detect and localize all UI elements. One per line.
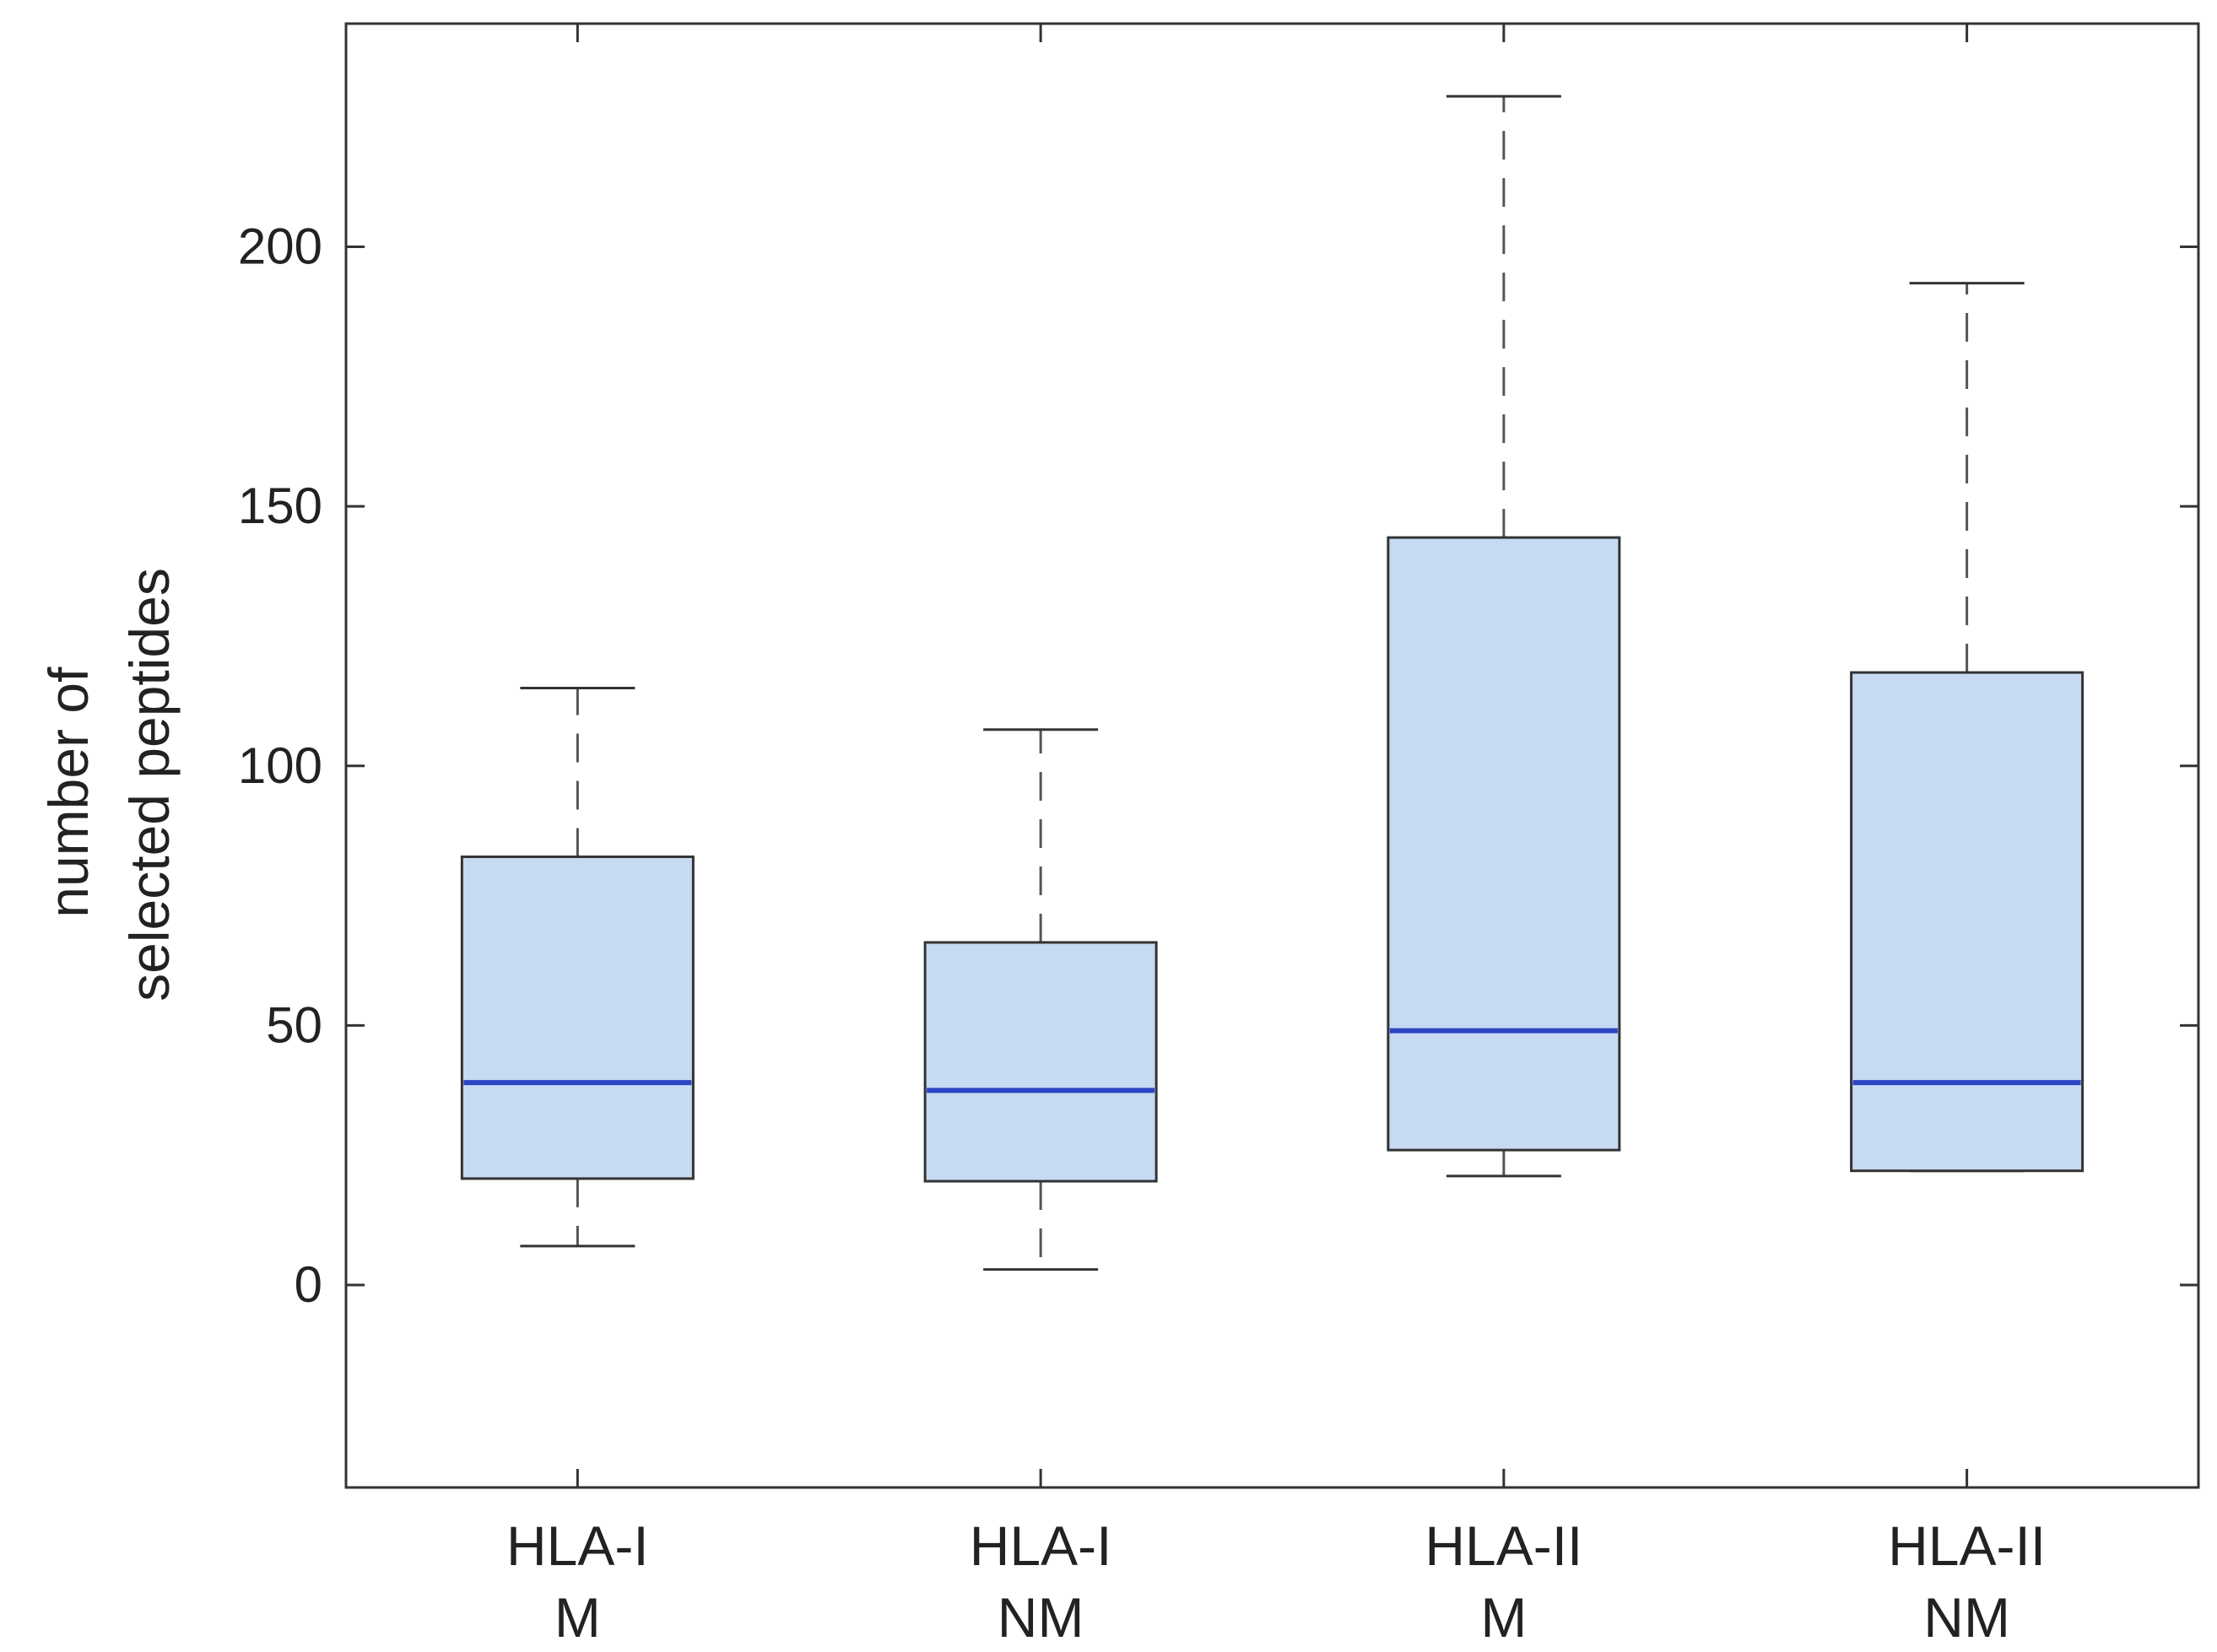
x-category-label-line2: M (1480, 1586, 1527, 1649)
y-axis-title: number of selected peptides (37, 568, 181, 1001)
x-category-label-line2: NM (1923, 1586, 2010, 1649)
y-tick-label: 50 (266, 996, 322, 1053)
x-category-label-line2: NM (998, 1586, 1084, 1649)
y-tick-label: 200 (238, 219, 322, 275)
x-axis-ticks (576, 24, 1969, 1487)
y-tick-label: 150 (238, 478, 322, 534)
box-group (923, 728, 1158, 1271)
y-tick-label: 0 (295, 1256, 322, 1313)
iqr-box (1387, 536, 1621, 1152)
x-category-label-line1: HLA-II (1425, 1514, 1582, 1577)
iqr-box (1850, 671, 2085, 1173)
x-category-label-line2: M (554, 1586, 601, 1649)
x-category-label-line1: HLA-I (506, 1514, 649, 1577)
iqr-box (923, 941, 1158, 1183)
x-category-label-line1: HLA-II (1888, 1514, 2046, 1577)
iqr-box (460, 855, 695, 1180)
y-axis-ticks: 0 50 100 150 200 (238, 219, 2198, 1313)
box-group (1387, 94, 1621, 1178)
x-axis-labels: HLA-I M HLA-I NM HLA-II M HLA-II NM (506, 1514, 2046, 1649)
y-tick-label: 100 (238, 737, 322, 794)
x-category-label-line1: HLA-I (970, 1514, 1112, 1577)
boxes-layer (460, 94, 2085, 1271)
box-group (460, 687, 695, 1248)
y-axis-title-line2: selected peptides (118, 568, 181, 1001)
box-group (1850, 282, 2085, 1173)
y-axis-title-line1: number of (37, 667, 100, 918)
